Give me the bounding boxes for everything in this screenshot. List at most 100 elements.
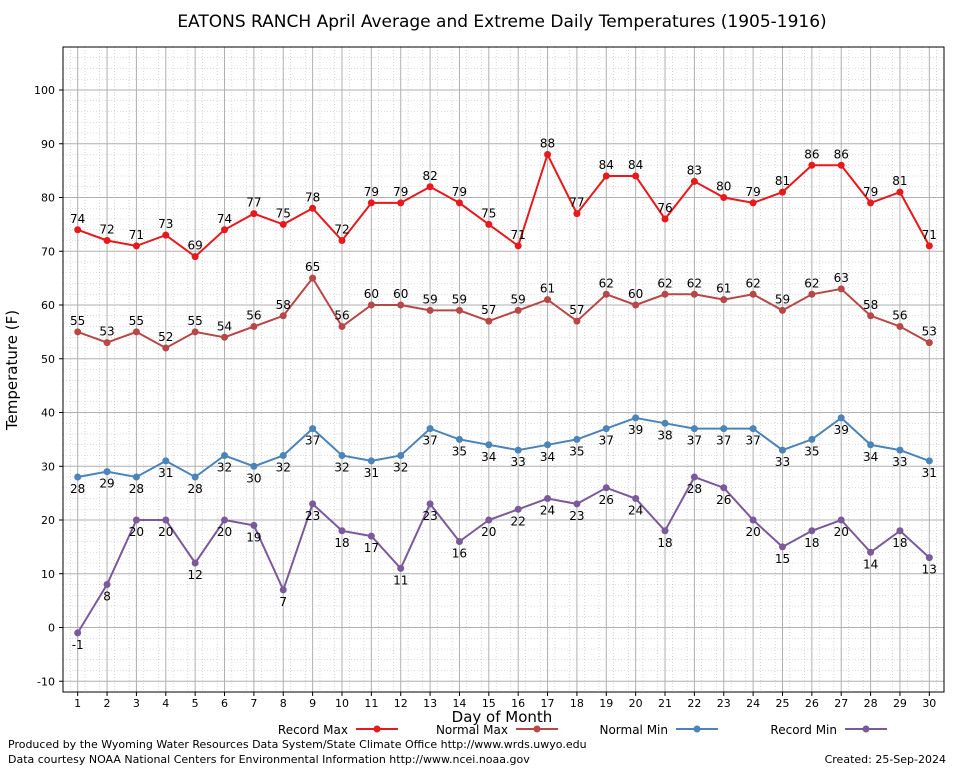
data-label: 76 [657, 201, 672, 215]
legend-label: Record Min [770, 723, 837, 737]
x-tick-label: 23 [717, 697, 731, 710]
data-label: 14 [863, 557, 878, 571]
data-point [808, 435, 816, 443]
x-axis-label: Day of Month [452, 708, 553, 726]
data-label: 11 [393, 573, 408, 587]
data-label: 26 [716, 493, 731, 507]
y-tick-label: 40 [41, 407, 55, 420]
data-point [132, 516, 140, 524]
data-point [338, 452, 346, 459]
data-label: 20 [834, 525, 849, 539]
data-label: 32 [276, 461, 291, 475]
data-label: 88 [540, 137, 555, 151]
data-point [514, 306, 522, 314]
x-tick-label: 19 [599, 697, 613, 710]
data-label: 79 [393, 185, 408, 199]
legend-marker [533, 725, 541, 733]
data-point [485, 220, 493, 228]
data-point [103, 581, 111, 588]
data-point [309, 204, 317, 212]
data-point [514, 505, 522, 513]
data-point [690, 290, 698, 298]
data-point [250, 462, 258, 470]
data-point [632, 172, 640, 180]
data-point [896, 446, 904, 454]
data-point [250, 521, 258, 529]
data-label: 61 [716, 282, 731, 296]
x-tick-label: 6 [221, 697, 228, 710]
data-point [309, 500, 317, 508]
data-label: 16 [452, 547, 467, 561]
data-point [632, 414, 640, 422]
data-label: 32 [393, 461, 408, 475]
data-label: 34 [540, 450, 555, 464]
data-point [132, 473, 140, 481]
data-point [279, 452, 287, 459]
data-point [250, 210, 258, 218]
data-point [808, 161, 816, 169]
data-point [221, 333, 229, 341]
series-normal-max: 55 53 55 52 55 54 56 58 65 56 60 60 59 59 57 59 61 57 62 60… [70, 260, 937, 352]
data-point [544, 495, 552, 502]
data-point [867, 199, 875, 207]
x-tick-label: 10 [335, 697, 349, 710]
data-point [191, 559, 199, 567]
data-label: 55 [188, 314, 203, 328]
data-point [749, 290, 757, 298]
y-tick-label: 20 [41, 514, 55, 527]
data-label: 24 [628, 504, 643, 518]
data-label: 34 [863, 450, 878, 464]
data-label: 37 [716, 434, 731, 448]
data-label: 78 [305, 190, 320, 204]
data-point [191, 473, 199, 481]
data-point [632, 495, 640, 502]
data-label: 58 [276, 298, 291, 312]
data-label: 28 [129, 482, 144, 496]
x-tick-label: 28 [864, 697, 878, 710]
data-label: 39 [628, 423, 643, 437]
data-label: 84 [628, 158, 643, 172]
data-label: 7 [279, 595, 287, 609]
series-line [76, 475, 930, 634]
data-point [837, 285, 845, 293]
data-label: 32 [334, 461, 349, 475]
data-point [749, 425, 757, 433]
data-point [573, 317, 581, 325]
data-point [514, 242, 522, 250]
data-label: 37 [745, 434, 760, 448]
data-label: 31 [364, 466, 379, 480]
legend-item: Normal Min [599, 723, 718, 737]
data-point [426, 183, 434, 191]
data-label: 56 [246, 309, 261, 323]
data-label: 17 [364, 541, 379, 555]
data-point [661, 215, 669, 223]
data-point [455, 538, 463, 545]
data-label: 31 [922, 466, 937, 480]
data-point [690, 473, 698, 481]
data-label: 60 [628, 287, 643, 301]
data-point [279, 220, 287, 228]
data-point [573, 210, 581, 218]
data-point [74, 473, 82, 481]
data-point [455, 199, 463, 207]
x-tick-label: 1 [74, 697, 81, 710]
data-label: 34 [481, 450, 496, 464]
data-label: 80 [716, 180, 731, 194]
data-label: 53 [99, 325, 114, 339]
data-label: 28 [687, 482, 702, 496]
data-label: 26 [599, 493, 614, 507]
data-label: 75 [481, 206, 496, 220]
x-tick-label: 3 [133, 697, 140, 710]
y-tick-label: -10 [37, 675, 55, 688]
y-tick-label: 50 [41, 353, 55, 366]
data-point [778, 306, 786, 314]
data-label: 37 [687, 434, 702, 448]
data-label: 62 [745, 276, 760, 290]
data-label: 35 [452, 444, 467, 458]
y-tick-label: 80 [41, 192, 55, 205]
data-label: 59 [775, 292, 790, 306]
data-label: 20 [481, 525, 496, 539]
data-label: 35 [804, 444, 819, 458]
data-point [778, 543, 786, 551]
data-label: 12 [188, 568, 203, 582]
